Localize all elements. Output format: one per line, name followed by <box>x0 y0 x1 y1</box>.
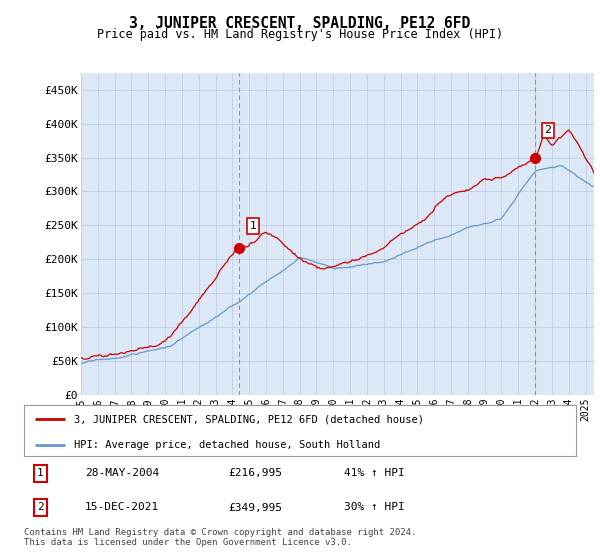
Text: Contains HM Land Registry data © Crown copyright and database right 2024.
This d: Contains HM Land Registry data © Crown c… <box>24 528 416 547</box>
Text: 28-MAY-2004: 28-MAY-2004 <box>85 468 159 478</box>
Text: 30% ↑ HPI: 30% ↑ HPI <box>344 502 405 512</box>
Text: 15-DEC-2021: 15-DEC-2021 <box>85 502 159 512</box>
Text: £349,995: £349,995 <box>228 502 282 512</box>
Text: 41% ↑ HPI: 41% ↑ HPI <box>344 468 405 478</box>
Text: £216,995: £216,995 <box>228 468 282 478</box>
Text: Price paid vs. HM Land Registry's House Price Index (HPI): Price paid vs. HM Land Registry's House … <box>97 28 503 41</box>
Text: 3, JUNIPER CRESCENT, SPALDING, PE12 6FD (detached house): 3, JUNIPER CRESCENT, SPALDING, PE12 6FD … <box>74 414 424 424</box>
Text: 1: 1 <box>37 468 44 478</box>
Text: HPI: Average price, detached house, South Holland: HPI: Average price, detached house, Sout… <box>74 440 380 450</box>
Text: 3, JUNIPER CRESCENT, SPALDING, PE12 6FD: 3, JUNIPER CRESCENT, SPALDING, PE12 6FD <box>130 16 470 31</box>
Text: 2: 2 <box>545 125 551 136</box>
Text: 2: 2 <box>37 502 44 512</box>
Text: 1: 1 <box>250 221 256 231</box>
